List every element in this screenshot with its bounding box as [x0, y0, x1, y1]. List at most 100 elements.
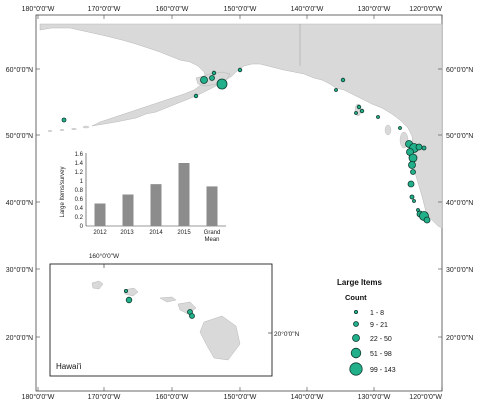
y-tick-label: 1 — [80, 179, 84, 185]
site-marker — [211, 70, 217, 76]
bottom-lon-tick: 140°0'0"W — [291, 393, 324, 401]
top-lon-tick: 170°0'0"W — [88, 5, 121, 13]
site-marker — [415, 143, 423, 151]
bar-2013 — [122, 194, 134, 226]
legend-symbols — [349, 309, 363, 376]
site-marker — [216, 78, 228, 90]
left-lat-labels: 60°0'0"N 50°0'0"N 40°0'0"N 30°0'0"N 20°0… — [6, 66, 33, 342]
left-lat-tick: 60°0'0"N — [6, 66, 33, 74]
legend-item-label: 99 - 143 — [370, 367, 396, 374]
site-marker — [408, 153, 418, 163]
left-lat-tick: 40°0'0"N — [6, 199, 33, 207]
top-lon-tick: 150°0'0"W — [224, 5, 257, 13]
legend-symbol-4 — [350, 347, 362, 359]
bottom-lon-tick: 170°0'0"W — [88, 393, 121, 401]
y-tick-label: 1.2 — [75, 170, 84, 176]
legend-symbol-5 — [349, 362, 363, 376]
site-marker — [408, 161, 416, 169]
right-lat-tick: 60°0'0"N — [446, 66, 473, 74]
x-tick-label: 2014 — [149, 230, 163, 236]
inset-bar-chart: Large Items/survey 0 0.2 0.4 0.6 0.8 1 1… — [60, 152, 226, 243]
y-tick-label: 0.2 — [75, 215, 84, 221]
left-lat-tick: 30°0'0"N — [6, 266, 33, 274]
site-marker — [189, 313, 195, 319]
y-tick-label: 0 — [80, 224, 84, 230]
bars — [94, 163, 218, 226]
legend: Large Items Count 1 - 8 9 - 21 22 - 50 5… — [337, 278, 396, 376]
site-marker — [409, 194, 415, 200]
site-marker — [125, 296, 133, 304]
y-tick-label: 1.4 — [75, 161, 84, 167]
site-marker — [124, 288, 129, 293]
left-lat-tick: 50°0'0"N — [6, 132, 33, 140]
big-island — [199, 315, 241, 361]
site-marker — [354, 111, 358, 115]
site-marker — [376, 115, 380, 119]
kauai-island — [91, 280, 104, 290]
site-marker — [416, 208, 420, 212]
top-lon-tick: 120°0'0"W — [409, 5, 442, 13]
site-marker — [412, 199, 416, 203]
y-tick-label: 0.6 — [75, 197, 84, 203]
hawaii-label: Hawai'i — [56, 362, 82, 371]
site-marker — [237, 67, 243, 73]
legend-item-label: 9 - 21 — [370, 322, 388, 329]
top-lon-tick: 140°0'0"W — [291, 5, 324, 13]
y-tick-label: 1.6 — [75, 152, 84, 158]
site-marker — [407, 180, 415, 188]
x-tick-label: 2012 — [93, 230, 107, 236]
bottom-lon-tick: 180°0'0"W — [22, 393, 55, 401]
x-tick-label: 2013 — [120, 230, 134, 236]
hawaii-lon-tick: 160°0'0"W — [89, 252, 120, 260]
site-marker — [61, 117, 67, 123]
bar-2012 — [94, 203, 106, 226]
hawaii-inset: 160°0'0"W 20°0'0"N Hawai'i — [49, 252, 300, 377]
legend-title: Large Items — [337, 278, 382, 287]
x-tick-label: Mean — [204, 237, 219, 243]
right-lat-tick: 20°0'0"N — [446, 334, 473, 342]
x-tick-label: 2015 — [177, 230, 191, 236]
x-tick-label: Grand — [204, 230, 221, 236]
legend-item-label: 51 - 98 — [370, 351, 392, 358]
y-tick-label: 0.4 — [75, 206, 84, 212]
legend-item-label: 22 - 50 — [370, 336, 392, 343]
top-lon-tick: 160°0'0"W — [156, 5, 189, 13]
site-marker — [334, 88, 338, 92]
bar-2014 — [150, 184, 162, 226]
site-marker — [423, 216, 431, 224]
bar-grand-mean — [206, 186, 218, 226]
hawaii-sites — [124, 288, 195, 319]
right-lat-labels: 60°0'0"N 50°0'0"N 40°0'0"N 30°0'0"N 20°0… — [446, 66, 473, 342]
right-lat-tick: 40°0'0"N — [446, 199, 473, 207]
legend-symbol-1 — [353, 309, 358, 314]
top-lon-tick: 180°0'0"W — [22, 5, 55, 13]
site-marker — [421, 145, 427, 151]
bottom-lon-tick: 150°0'0"W — [224, 393, 257, 401]
aleutian-islands — [47, 125, 90, 132]
top-lon-tick: 130°0'0"W — [358, 5, 391, 13]
bottom-lon-tick: 130°0'0"W — [358, 393, 391, 401]
right-lat-tick: 50°0'0"N — [446, 132, 473, 140]
bottom-lon-tick: 120°0'0"W — [409, 393, 442, 401]
molokai-island — [159, 296, 177, 303]
legend-item-label: 1 - 8 — [370, 310, 384, 317]
hawaii-lat-tick: 20°0'0"N — [274, 330, 300, 338]
y-tick-label: 0.8 — [75, 188, 84, 194]
right-lat-tick: 30°0'0"N — [446, 266, 473, 274]
site-marker — [200, 76, 208, 84]
frame-ticks — [36, 15, 443, 391]
site-marker — [209, 75, 215, 81]
site-marker — [340, 77, 346, 83]
site-marker — [410, 169, 416, 175]
legend-symbol-2 — [353, 321, 359, 327]
site-marker — [193, 93, 199, 99]
survey-sites — [61, 67, 431, 224]
y-ticks: 0 0.2 0.4 0.6 0.8 1 1.2 1.4 1.6 — [75, 152, 84, 230]
site-marker — [359, 108, 365, 114]
site-marker — [356, 104, 362, 110]
bottom-lon-labels: 180°0'0"W 170°0'0"W 160°0'0"W 150°0'0"W … — [22, 393, 443, 401]
bottom-lon-tick: 160°0'0"W — [156, 393, 189, 401]
bar-2015 — [178, 163, 190, 226]
